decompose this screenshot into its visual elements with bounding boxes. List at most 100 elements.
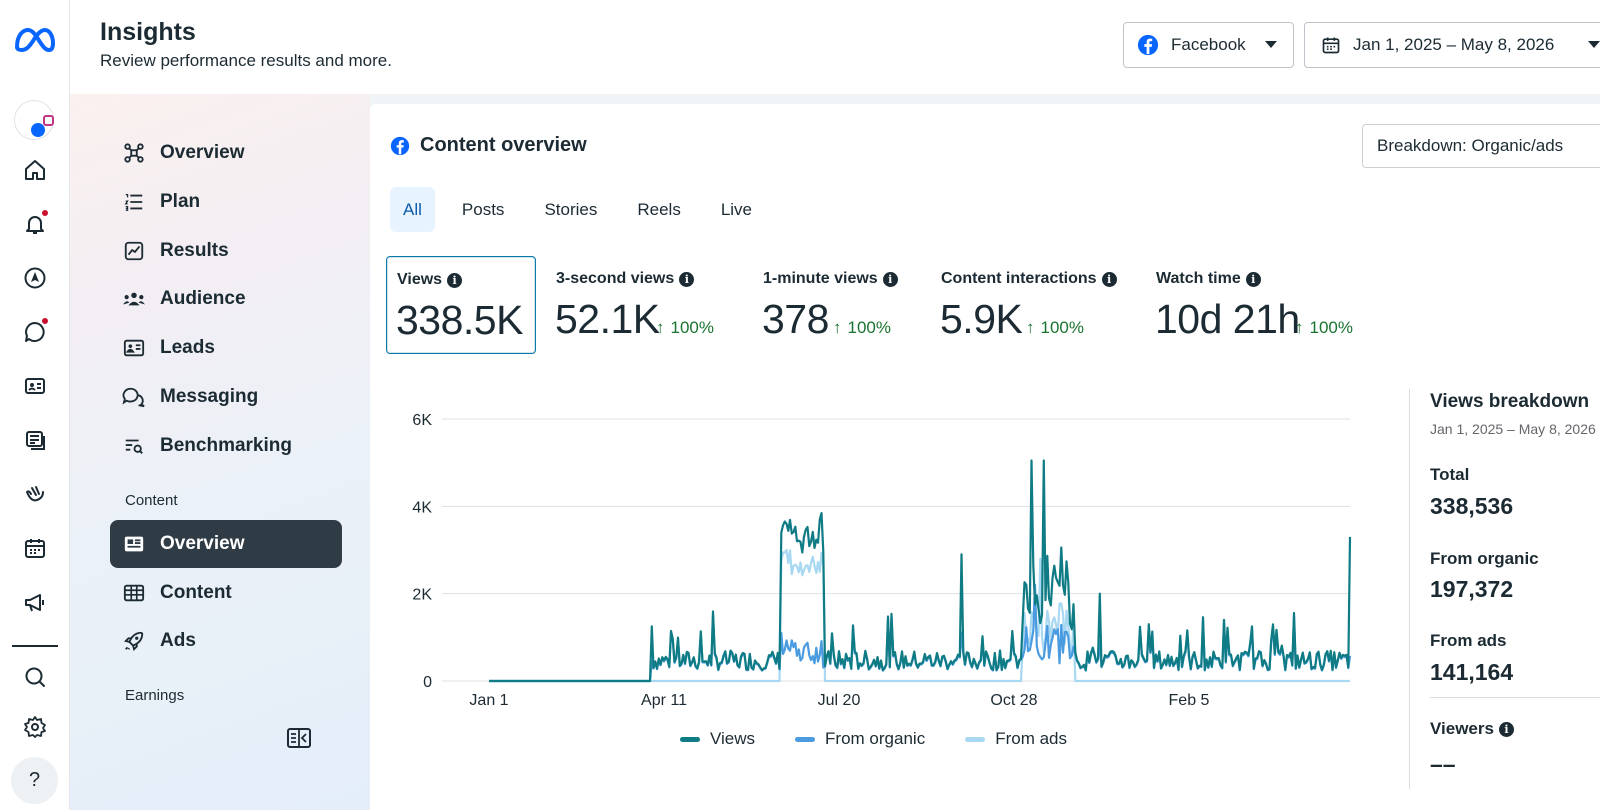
legend-item-views[interactable]: Views — [680, 729, 755, 749]
breakdown-title: Views breakdown — [1430, 391, 1590, 412]
rocket-icon — [122, 629, 146, 653]
info-icon[interactable]: i — [1245, 271, 1261, 287]
global-rail: ? — [0, 0, 70, 810]
metric-views[interactable]: Views i 338.5K — [386, 256, 536, 354]
series-line-from-ads — [489, 548, 1350, 683]
hand-icon[interactable] — [21, 480, 49, 508]
sidebar-item-audience[interactable]: Audience — [110, 275, 342, 323]
y-tick-label: 2K — [412, 587, 432, 604]
info-icon[interactable]: i — [882, 271, 898, 287]
legend-item-ads[interactable]: From ads — [965, 729, 1067, 749]
line-chart-icon — [122, 239, 146, 263]
sidebar-item-content-overview[interactable]: Overview — [110, 520, 342, 568]
series-line-views — [489, 459, 1352, 683]
tab-all[interactable]: All — [390, 187, 435, 232]
notifications-icon[interactable] — [21, 210, 49, 238]
sidebar-item-ads[interactable]: Ads — [110, 617, 342, 665]
info-icon[interactable]: i — [679, 271, 695, 287]
sidebar-item-results[interactable]: Results — [110, 227, 342, 275]
megaphone-icon[interactable] — [21, 588, 49, 616]
breakdown-dropdown[interactable]: Breakdown: Organic/ads — [1362, 124, 1600, 168]
card-header: Content overview — [390, 134, 587, 157]
tab-reels[interactable]: Reels — [637, 199, 681, 219]
sidebar-item-label: Overview — [160, 533, 245, 554]
legend-swatch — [795, 736, 816, 742]
metric-label: Watch time — [1156, 270, 1241, 287]
tab-live[interactable]: Live — [720, 199, 753, 219]
metric-value: 52.1K — [555, 296, 660, 342]
sidebar-item-content[interactable]: Content — [110, 569, 342, 617]
metric-value: 378 — [762, 296, 829, 342]
y-tick-label: 0 — [423, 674, 432, 691]
metric-change: 100% — [1309, 318, 1353, 337]
metric-value: 10d 21h — [1155, 296, 1300, 342]
compass-icon[interactable] — [21, 264, 49, 292]
sidebar-item-overview[interactable]: Overview — [110, 129, 342, 177]
settings-icon[interactable] — [21, 713, 49, 741]
sidebar-item-label: Leads — [160, 337, 215, 358]
date-range-label: Jan 1, 2025 – May 8, 2026 — [1353, 35, 1555, 54]
metric-3-second-views[interactable]: 3-second views i 52.1K ↑ 100% — [546, 256, 746, 354]
card-icon — [122, 532, 146, 556]
list-icon — [122, 190, 146, 214]
info-icon[interactable]: i — [1101, 271, 1117, 287]
viewers-label: Viewers — [1430, 719, 1494, 738]
tab-stories[interactable]: Stories — [544, 199, 598, 219]
sidebar-item-label: Benchmarking — [160, 435, 292, 456]
tab-posts[interactable]: Posts — [461, 199, 505, 219]
content-section-label: Content — [125, 492, 178, 509]
legend-swatch — [965, 736, 986, 742]
metric-label: 3-second views — [556, 270, 675, 287]
posts-icon[interactable] — [21, 426, 49, 454]
legend-item-organic[interactable]: From organic — [795, 729, 925, 749]
platform-label: Facebook — [1171, 35, 1246, 54]
earnings-section-label: Earnings — [125, 687, 185, 704]
home-icon[interactable] — [21, 156, 49, 184]
sidebar-item-messaging[interactable]: Messaging — [110, 373, 342, 421]
sidebar-item-plan[interactable]: Plan — [110, 178, 342, 226]
views-breakdown-panel: Views breakdown Jan 1, 2025 – May 8, 202… — [1409, 389, 1600, 789]
help-button[interactable]: ? — [11, 757, 58, 804]
page-title: Insights — [100, 18, 196, 46]
meta-logo-icon[interactable] — [13, 25, 57, 60]
metric-label: Content interactions — [941, 270, 1097, 287]
legend-label: From organic — [825, 729, 926, 748]
rail-divider — [12, 645, 58, 647]
sidebar-item-label: Results — [160, 240, 229, 261]
ads-value: 141,164 — [1430, 659, 1514, 685]
sidebar-item-label: Content — [160, 582, 232, 603]
x-tick-label: Oct 28 — [990, 692, 1037, 709]
search-icon[interactable] — [21, 663, 49, 691]
date-range-picker[interactable]: Jan 1, 2025 – May 8, 2026 — [1304, 22, 1600, 68]
calendar-icon — [1322, 37, 1340, 54]
contact-card-icon[interactable] — [21, 372, 49, 400]
list-search-icon — [122, 434, 146, 458]
arrow-up-icon: ↑ — [1026, 318, 1035, 337]
metric-value: 5.9K — [940, 296, 1023, 342]
metric-1-minute-views[interactable]: 1-minute views i 378 ↑ 100% — [753, 256, 923, 354]
metric-change: 100% — [847, 318, 891, 337]
chart-canvas: 6K 4K 2K 0 Jan 1 Apr 11 Jul 20 Oct 28 Feb 5 — [412, 412, 1352, 709]
metric-watch-time[interactable]: Watch time i 10d 21h ↑ 100% — [1146, 256, 1386, 354]
info-icon[interactable]: i — [447, 272, 463, 288]
arrow-up-icon: ↑ — [833, 318, 842, 337]
chat-icon[interactable] — [21, 318, 49, 346]
calendar-icon[interactable] — [21, 534, 49, 562]
facebook-icon — [390, 136, 410, 155]
sidebar-item-benchmarking[interactable]: Benchmarking — [110, 422, 342, 470]
views-line-chart: 6K 4K 2K 0 Jan 1 Apr 11 Jul 20 Oct 28 Feb 5 View… — [390, 389, 1370, 779]
metric-label: Views — [397, 271, 443, 288]
metric-content-interactions[interactable]: Content interactions i 5.9K ↑ 100% — [931, 256, 1131, 354]
metric-label: 1-minute views — [763, 270, 878, 287]
account-switcher-avatar[interactable] — [14, 100, 54, 140]
page-header: Insights Review performance results and … — [70, 0, 1600, 94]
collapse-sidebar-icon[interactable] — [287, 728, 313, 750]
organic-value: 197,372 — [1430, 576, 1514, 602]
y-tick-label: 6K — [412, 412, 432, 429]
platform-dropdown[interactable]: Facebook — [1123, 22, 1294, 68]
ads-label: From ads — [1430, 631, 1507, 650]
sidebar-item-leads[interactable]: Leads — [110, 324, 342, 372]
y-tick-label: 4K — [412, 499, 432, 516]
info-icon[interactable]: i — [1498, 721, 1514, 737]
x-tick-label: Apr 11 — [641, 692, 687, 709]
